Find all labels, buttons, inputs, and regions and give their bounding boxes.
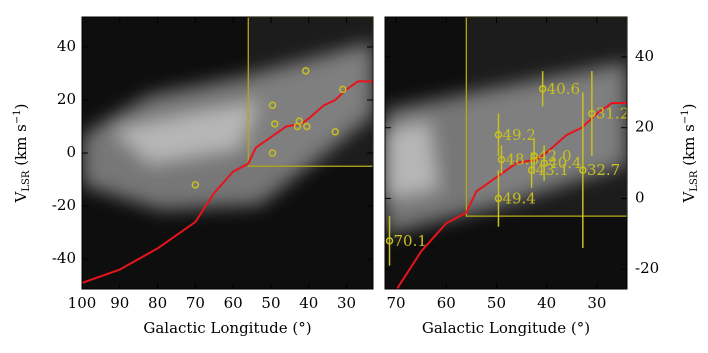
y-tick-label: 20: [635, 118, 654, 136]
y-axis-label: VLSR (km s−1): [680, 104, 700, 204]
y-tick-label: 0: [635, 188, 645, 206]
y-axis-label-part: (km s: [680, 124, 698, 170]
x-tick-label: 70: [186, 294, 205, 312]
frame: [384, 16, 628, 290]
x-tick-label: 40: [537, 294, 556, 312]
y-tick-label: -20: [635, 259, 659, 277]
y-tick-label: -20: [52, 196, 76, 214]
rotation-curve: [82, 80, 373, 284]
y-axis-label-part: V: [680, 190, 698, 203]
point: [295, 117, 304, 125]
x-tick-label: 30: [337, 294, 356, 312]
y-tick-label: 40: [635, 47, 654, 65]
plot-area: 70.149.248.649.443.142.040.440.631.232.7: [385, 17, 629, 289]
x-tick-label: 30: [587, 294, 606, 312]
x-tick-label: 80: [148, 294, 167, 312]
point: [191, 181, 200, 189]
point-label: 70.1: [394, 232, 427, 250]
y-tick-label: 20: [57, 90, 76, 108]
point: [303, 122, 311, 131]
x-axis-label: Galactic Longitude (°): [143, 319, 311, 337]
y-axis-label-part: −1: [12, 109, 23, 124]
y-tick-label: 40: [57, 37, 76, 55]
point: [331, 128, 339, 136]
x-tick-label: 100: [68, 294, 97, 312]
point: [301, 67, 310, 75]
point: [579, 166, 587, 174]
point-label: 49.2: [502, 126, 535, 144]
y-axis-label-part: LSR: [689, 170, 700, 191]
y-axis-label-part: (km s: [12, 124, 30, 170]
y-tick-label: 0: [66, 143, 76, 161]
y-axis-label-part: −1: [680, 109, 691, 124]
point: [497, 155, 506, 164]
y-axis-label-part: ): [12, 104, 30, 110]
region-box: [247, 17, 373, 167]
point: [494, 131, 503, 139]
x-tick-label: 60: [224, 294, 243, 312]
x-axis-label: Galactic Longitude (°): [422, 319, 590, 337]
y-axis-label-part: V: [12, 190, 30, 203]
point: [538, 85, 547, 93]
point-label: 32.7: [587, 161, 620, 179]
point: [268, 149, 277, 157]
x-tick-label: 40: [299, 294, 318, 312]
plot-area: [82, 17, 373, 284]
image-left: [82, 17, 373, 289]
x-tick-label: 50: [487, 294, 506, 312]
y-axis-label: VLSR (km s−1): [12, 104, 32, 204]
y-axis-label-part: ): [680, 104, 698, 110]
point: [385, 237, 394, 245]
point: [530, 152, 538, 160]
point: [270, 120, 279, 128]
point: [494, 194, 503, 203]
y-axis-label-part: LSR: [21, 170, 32, 191]
point-label: 31.2: [596, 105, 629, 123]
image-right: [385, 17, 627, 289]
y-tick-label: -40: [52, 249, 76, 267]
point-label: 40.6: [547, 80, 580, 98]
x-tick-label: 70: [386, 294, 405, 312]
x-tick-label: 60: [437, 294, 456, 312]
region-box: [465, 17, 627, 217]
point: [588, 109, 596, 118]
point: [540, 159, 548, 167]
x-tick-label: 50: [261, 294, 280, 312]
point: [339, 85, 347, 94]
x-tick-label: 90: [110, 294, 129, 312]
point: [268, 101, 277, 110]
point-label: 49.4: [502, 189, 535, 207]
point-label: 40.4: [548, 154, 581, 172]
